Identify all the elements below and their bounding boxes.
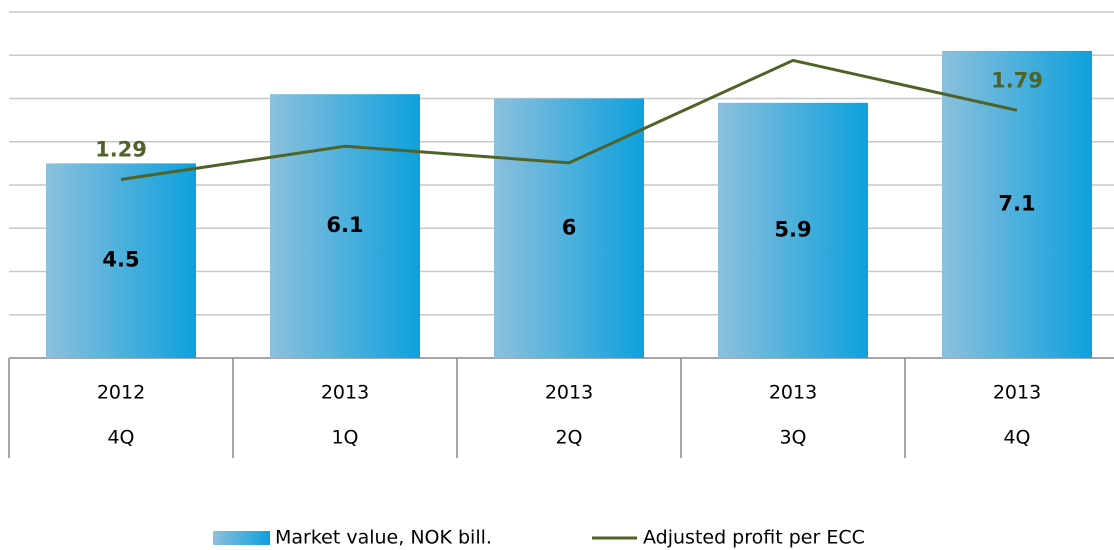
bar <box>942 50 1092 359</box>
bar-value-label: 5.9 <box>774 217 811 241</box>
bar-value-label: 6 <box>562 215 577 239</box>
x-tick-label: 4Q <box>1003 427 1030 449</box>
bar-value-label: 4.5 <box>102 248 139 272</box>
x-tick-label: 1Q <box>331 427 358 449</box>
bar-value-label: 6.1 <box>326 213 363 237</box>
line-value-label: 1.79 <box>991 68 1043 92</box>
bar <box>718 102 868 358</box>
x-tick-label: 2013 <box>769 382 817 404</box>
legend-label: Adjusted profit per ECC <box>643 527 865 549</box>
x-tick-label: 4Q <box>107 427 134 449</box>
bar <box>270 94 420 359</box>
x-tick-label: 2013 <box>545 382 593 404</box>
legend-swatch <box>213 531 270 545</box>
x-tick-label: 3Q <box>779 427 806 449</box>
line-value-label: 1.29 <box>95 137 147 161</box>
legend-label: Market value, NOK bill. <box>275 527 492 549</box>
x-tick-label: 2013 <box>993 382 1041 404</box>
x-tick-label: 2013 <box>321 382 369 404</box>
bar <box>46 163 196 358</box>
x-tick-label: 2012 <box>97 382 145 404</box>
bar-value-label: 7.1 <box>998 191 1035 215</box>
x-tick-label: 2Q <box>555 427 582 449</box>
line-series <box>120 58 1018 181</box>
bar <box>494 98 644 358</box>
